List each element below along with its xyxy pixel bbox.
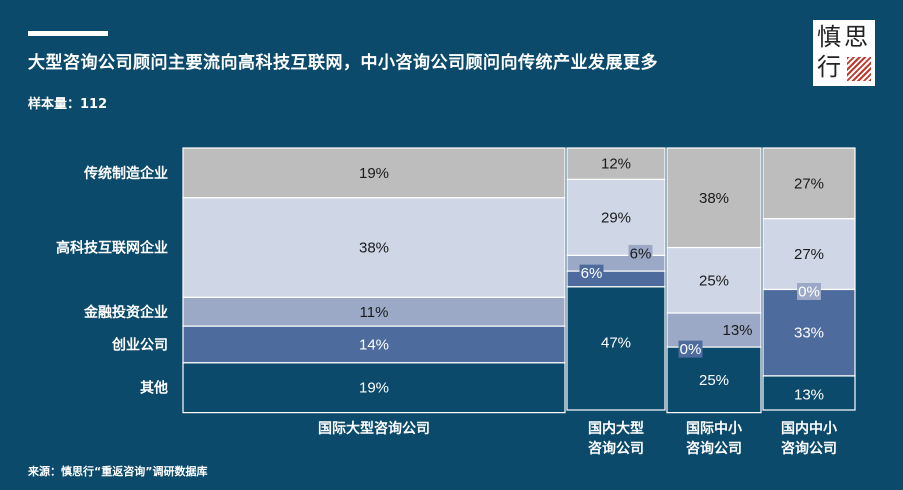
value-label: 47% [601, 334, 631, 351]
value-label: 6% [581, 265, 603, 282]
logo-char: 慎 [817, 23, 841, 51]
logo-stamp [847, 57, 871, 81]
value-label: 13% [722, 322, 752, 339]
chart-title: 大型咨询公司顾问主要流向高科技互联网，中小咨询公司顾问向传统产业发展更多 [28, 53, 658, 73]
mekko-segment [762, 375, 856, 411]
mekko-segment [762, 288, 856, 377]
mekko-segment [762, 218, 856, 291]
value-label-badge [797, 282, 821, 300]
value-label: 29% [601, 209, 631, 226]
value-label: 0% [798, 283, 820, 300]
mekko-segment [762, 147, 856, 220]
category-label: 咨询公司 [781, 440, 837, 456]
category-label: 国内中小 [781, 420, 837, 436]
value-label: 27% [794, 175, 824, 192]
value-label-badge [579, 264, 604, 282]
brand-logo: 慎 思 行 [813, 20, 875, 86]
mekko-segment [666, 246, 762, 314]
value-label: 38% [359, 240, 389, 257]
value-label: 11% [360, 304, 389, 321]
value-label: 27% [794, 246, 824, 263]
mekko-segment [666, 147, 762, 249]
source-note: 来源：慎思行“重返咨询”调研数据库 [28, 465, 208, 478]
category-label: 咨询公司 [686, 440, 742, 456]
row-label: 传统制造企业 [83, 165, 168, 181]
mekko-segment [182, 296, 566, 327]
value-label-badge [721, 321, 754, 339]
row-label: 创业公司 [111, 337, 168, 353]
sample-size: 样本量：112 [28, 97, 108, 112]
value-label-badge [628, 244, 653, 262]
category-label: 咨询公司 [588, 440, 644, 456]
value-label: 14% [359, 337, 389, 354]
value-label: 25% [699, 272, 729, 289]
mekko-segment [182, 197, 566, 298]
mekko-segment [566, 286, 666, 411]
category-label: 国内大型 [588, 420, 644, 436]
value-label: 19% [359, 165, 389, 182]
mekko-segment [182, 325, 566, 364]
row-label: 高科技互联网企业 [56, 240, 168, 256]
category-label: 国际中小 [686, 420, 742, 436]
mekko-segment [566, 178, 666, 257]
category-label: 国际大型咨询公司 [318, 420, 430, 436]
logo-char: 思 [844, 23, 868, 51]
title-accent-bar [28, 31, 108, 36]
mekko-segment [666, 346, 762, 414]
row-label: 金融投资企业 [83, 304, 168, 320]
value-label: 0% [680, 341, 702, 358]
value-label: 13% [794, 387, 824, 404]
value-label-badge [678, 340, 703, 358]
value-label: 6% [630, 245, 652, 262]
logo-char: 行 [817, 53, 841, 81]
value-label: 33% [794, 325, 824, 342]
value-label: 38% [699, 190, 729, 207]
value-label: 25% [699, 372, 729, 389]
value-label: 19% [359, 380, 389, 397]
mekko-segment [182, 362, 566, 414]
value-label: 12% [601, 156, 631, 173]
row-label: 其他 [140, 380, 168, 396]
